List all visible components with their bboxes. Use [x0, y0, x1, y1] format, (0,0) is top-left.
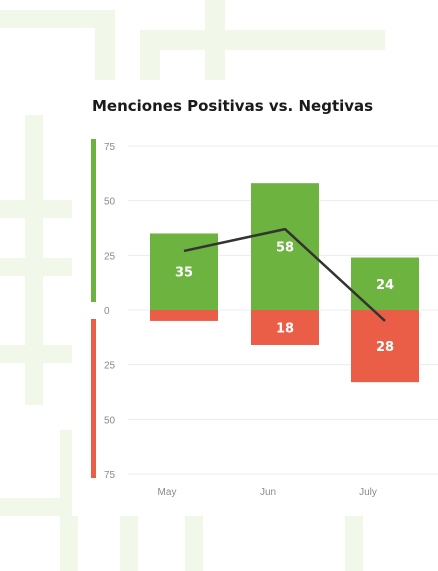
trend-line: [183, 227, 386, 322]
negative-indicator-bar: [91, 319, 96, 478]
background-decoration: [205, 0, 225, 85]
negative-bar: [251, 310, 319, 345]
positive-indicator-bar: [91, 139, 96, 302]
background-decoration: [140, 30, 160, 85]
background-decoration: [25, 115, 43, 405]
background-decoration: [0, 10, 95, 28]
y-tick-label: 75: [104, 142, 116, 153]
x-tick-label: Jun: [260, 487, 276, 498]
background-decoration: [345, 516, 363, 571]
y-tick-label: 50: [104, 415, 116, 426]
background-decoration: [120, 516, 138, 571]
y-tick-label: 25: [104, 251, 116, 262]
positive-data-label: 35: [175, 266, 193, 281]
y-tick-label: 25: [104, 361, 116, 372]
y-tick-label: 50: [104, 197, 116, 208]
x-tick-label: July: [359, 487, 377, 498]
positive-bar: [251, 183, 319, 310]
y-tick-label: 0: [104, 306, 110, 317]
negative-data-label: 28: [376, 340, 394, 355]
background-decoration: [140, 30, 385, 50]
negative-bar: [351, 310, 419, 383]
negative-data-label: 18: [276, 321, 294, 336]
y-tick-label: 75: [104, 470, 116, 481]
x-tick-label: May: [158, 487, 177, 498]
background-decoration: [185, 516, 203, 571]
background-decoration: [0, 498, 72, 516]
background-decoration: [95, 10, 115, 85]
chart-title: Menciones Positivas vs. Negtivas: [92, 97, 374, 115]
positive-data-label: 58: [276, 241, 294, 256]
positive-data-label: 24: [376, 278, 394, 293]
negative-bar: [150, 310, 218, 321]
